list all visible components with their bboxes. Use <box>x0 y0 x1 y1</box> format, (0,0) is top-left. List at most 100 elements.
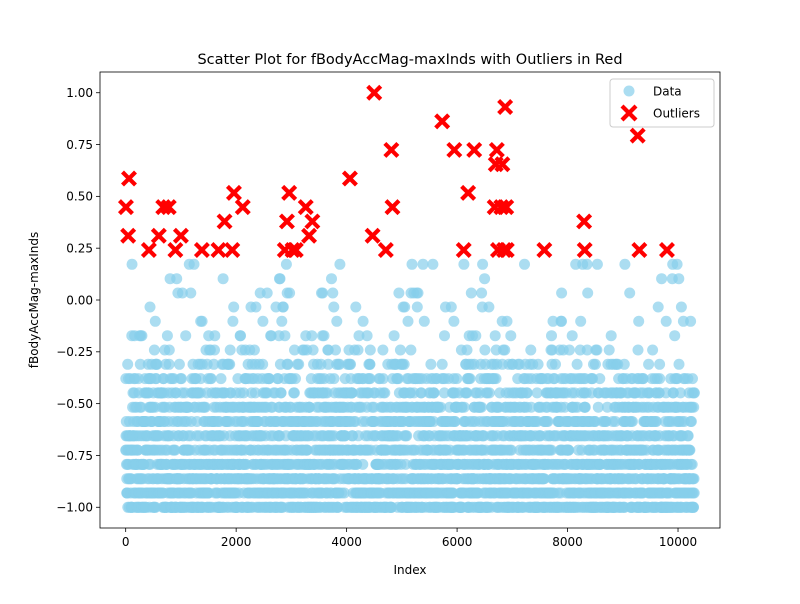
y-tick-label: 0.00 <box>66 293 93 307</box>
outlier-point <box>281 184 298 201</box>
data-point <box>412 287 424 299</box>
data-point <box>322 358 334 370</box>
x-tick-label: 0 <box>122 535 130 549</box>
data-series <box>120 258 700 513</box>
data-point <box>673 273 685 285</box>
data-point <box>461 387 473 399</box>
data-point <box>398 358 410 370</box>
data-point <box>235 330 246 342</box>
data-point <box>338 487 350 499</box>
outlier-point <box>434 113 451 130</box>
data-point <box>122 358 134 370</box>
outlier-point <box>446 141 463 158</box>
data-point <box>550 358 561 370</box>
data-point <box>687 373 698 385</box>
data-point <box>531 387 543 399</box>
data-point <box>209 330 221 342</box>
data-point <box>248 344 260 356</box>
data-point <box>151 358 163 370</box>
data-point <box>352 344 364 356</box>
data-point <box>479 344 491 356</box>
data-point <box>685 416 697 427</box>
data-point <box>317 287 329 299</box>
outlier-point <box>284 242 301 259</box>
outlier-point <box>460 184 477 201</box>
outlier-series <box>117 84 675 259</box>
data-point <box>288 387 300 399</box>
data-point <box>538 473 550 485</box>
data-point <box>675 387 686 399</box>
outlier-point <box>366 84 383 101</box>
legend-data-marker <box>623 85 635 97</box>
data-point <box>405 344 417 356</box>
outlier-point <box>150 227 167 244</box>
data-point <box>418 315 430 327</box>
data-point <box>238 387 250 399</box>
data-point <box>435 401 447 413</box>
data-point <box>392 373 404 385</box>
y-tick-label: 0.50 <box>66 190 93 204</box>
data-point <box>132 444 144 456</box>
data-point <box>180 330 192 342</box>
x-axis-label: Index <box>393 563 426 577</box>
data-point <box>195 373 207 385</box>
x-axis: 0 2000 4000 6000 8000 10000 <box>122 528 697 549</box>
data-point <box>688 401 700 413</box>
data-point <box>289 344 300 356</box>
data-point <box>257 315 269 327</box>
data-point <box>556 287 568 299</box>
data-point <box>334 258 346 270</box>
y-tick-label: 0.75 <box>66 138 93 152</box>
legend-box <box>609 78 715 128</box>
data-point <box>682 430 694 442</box>
outlier-point <box>658 242 675 259</box>
data-point <box>209 344 220 356</box>
data-point <box>228 301 240 313</box>
x-tick-label: 6000 <box>442 535 473 549</box>
data-point <box>399 301 411 313</box>
data-point <box>643 358 655 370</box>
data-point <box>307 344 319 356</box>
outlier-point <box>498 242 515 259</box>
outlier-point <box>576 213 593 230</box>
data-point <box>205 373 217 385</box>
data-point <box>652 301 664 313</box>
data-point <box>556 315 567 327</box>
data-point <box>217 273 229 285</box>
data-point <box>345 358 356 370</box>
data-point <box>265 330 277 342</box>
y-tick-label: −0.75 <box>56 449 93 463</box>
data-point <box>688 487 700 499</box>
data-point <box>654 373 666 385</box>
legend-outliers-label: Outliers <box>653 107 700 121</box>
data-point <box>364 373 376 385</box>
data-point <box>280 258 292 270</box>
data-point <box>417 258 429 270</box>
data-point <box>624 287 636 299</box>
data-point <box>208 358 220 370</box>
data-point <box>448 315 460 327</box>
data-point <box>637 373 649 385</box>
data-point <box>364 358 376 370</box>
data-point <box>688 501 699 513</box>
outlier-point <box>384 199 401 216</box>
data-point <box>293 358 305 370</box>
data-point <box>136 330 148 342</box>
data-point <box>490 373 502 385</box>
outlier-point <box>494 156 511 173</box>
data-point <box>394 344 406 356</box>
data-point <box>626 416 638 427</box>
data-point <box>475 401 487 413</box>
data-point <box>301 444 313 456</box>
data-point <box>306 330 318 342</box>
y-tick-label: 1.00 <box>66 86 93 100</box>
data-point <box>546 330 557 342</box>
data-point <box>546 344 558 356</box>
outlier-point <box>497 99 514 116</box>
data-point <box>519 258 530 270</box>
data-point <box>377 344 389 356</box>
data-point <box>671 258 683 270</box>
data-point <box>401 430 413 442</box>
